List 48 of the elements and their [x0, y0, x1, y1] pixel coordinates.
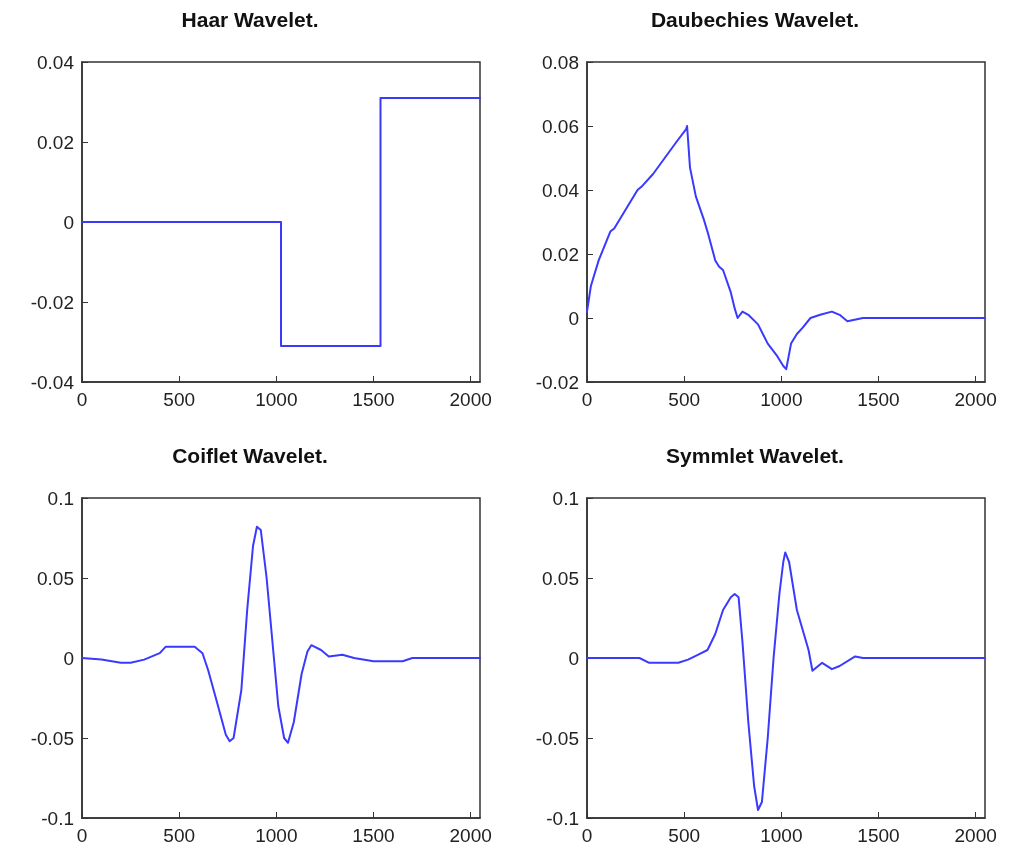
y-tick-label: 0.04 [542, 179, 580, 201]
y-tick-label: 0 [63, 647, 74, 669]
x-tick-label: 500 [163, 825, 196, 846]
x-tick-label: 1500 [352, 389, 395, 410]
x-tick-label: 1000 [255, 825, 298, 846]
y-tick-label: 0 [568, 307, 579, 329]
x-tick-label: 2000 [954, 825, 997, 846]
y-tick-label: -0.04 [30, 371, 75, 393]
y-tick-label: -0.05 [535, 727, 579, 749]
x-tick-label: 1500 [857, 389, 900, 410]
x-tick-label: 2000 [449, 389, 492, 410]
y-tick-label: 0.08 [542, 51, 579, 73]
chart-title: Coiflet Wavelet. [172, 444, 328, 467]
y-tick-label: 0.1 [47, 487, 74, 509]
x-tick-label: 2000 [449, 825, 492, 846]
x-tick-label: 500 [668, 825, 701, 846]
x-tick-label: 500 [668, 389, 701, 410]
x-tick-label: 0 [581, 825, 593, 846]
y-tick-label: -0.1 [41, 807, 74, 829]
line-series [81, 525, 481, 744]
x-tick-label: 1000 [760, 825, 803, 846]
chart-title: Haar Wavelet. [181, 8, 319, 31]
y-tick-label: -0.02 [535, 371, 579, 393]
x-tick-label: 1500 [857, 825, 900, 846]
y-tick-label: 0.04 [37, 51, 75, 73]
y-tick-label: 0 [568, 647, 579, 669]
y-tick-label: 0.06 [542, 115, 579, 137]
y-tick-label: -0.02 [30, 291, 74, 313]
chart-title: Symmlet Wavelet. [666, 444, 844, 467]
y-tick-label: -0.05 [30, 727, 74, 749]
y-tick-label: 0 [63, 211, 74, 233]
y-tick-label: 0.05 [37, 567, 74, 589]
x-tick-label: 1500 [352, 825, 395, 846]
x-tick-label: 1000 [255, 389, 298, 410]
y-tick-label: 0.02 [37, 131, 74, 153]
y-tick-label: 0.1 [552, 487, 579, 509]
x-tick-label: 0 [76, 825, 88, 846]
x-tick-label: 0 [581, 389, 593, 410]
x-tick-label: 2000 [954, 389, 997, 410]
line-series [586, 125, 986, 371]
x-tick-label: 500 [163, 389, 196, 410]
y-tick-label: 0.02 [542, 243, 579, 265]
x-tick-label: 1000 [760, 389, 803, 410]
y-tick-label: 0.05 [542, 567, 579, 589]
x-tick-label: 0 [76, 389, 88, 410]
y-tick-label: -0.1 [546, 807, 579, 829]
line-series [586, 551, 986, 811]
chart-title: Daubechies Wavelet. [650, 8, 860, 31]
